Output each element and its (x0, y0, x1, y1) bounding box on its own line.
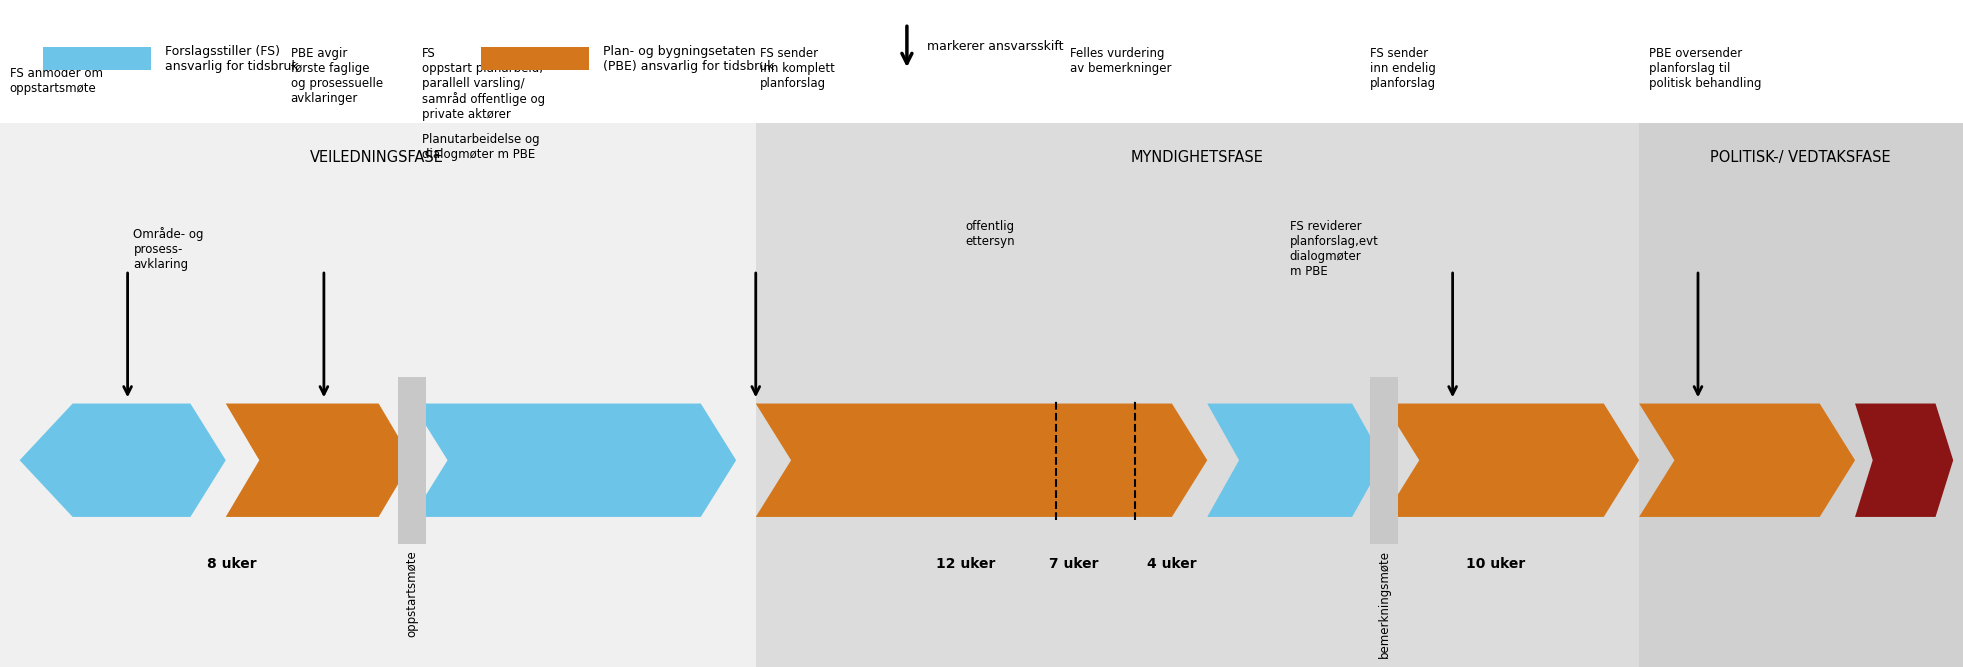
Text: 8 uker: 8 uker (206, 557, 257, 571)
Text: Plan- og bygningsetaten
(PBE) ansvarlig for tidsbruk: Plan- og bygningsetaten (PBE) ansvarlig … (603, 45, 773, 73)
Polygon shape (1855, 404, 1953, 517)
Text: 7 uker: 7 uker (1048, 557, 1099, 571)
Bar (0, 123, 756, 667)
Bar (43, 47, 151, 70)
Text: Felles vurdering
av bemerkninger: Felles vurdering av bemerkninger (1070, 47, 1172, 75)
Text: FS
oppstart planarbeid,
parallell varsling/
samråd offentlige og
private aktører: FS oppstart planarbeid, parallell varsli… (422, 47, 546, 121)
Polygon shape (412, 404, 736, 517)
Text: FS reviderer
planforslag,evt
dialogmøter
m PBE: FS reviderer planforslag,evt dialogmøter… (1290, 220, 1378, 278)
Polygon shape (1384, 404, 1639, 517)
Text: oppstartsmøte: oppstartsmøte (406, 550, 418, 637)
Bar (0, 123, 756, 667)
Text: 4 uker: 4 uker (1146, 557, 1197, 571)
Polygon shape (1639, 404, 1855, 517)
Text: MYNDIGHETSFASE: MYNDIGHETSFASE (1131, 150, 1264, 165)
Text: bemerkningsmøte: bemerkningsmøte (1378, 550, 1390, 658)
Polygon shape (1207, 404, 1384, 517)
Polygon shape (756, 404, 1207, 517)
Text: 10 uker: 10 uker (1466, 557, 1525, 571)
Bar (756, 123, 1639, 667)
Text: FS sender
inn endelig
planforslag: FS sender inn endelig planforslag (1370, 47, 1437, 89)
Text: Område- og
prosess-
avklaring: Område- og prosess- avklaring (133, 227, 204, 271)
Bar (0, 0, 1963, 123)
Text: markerer ansvarsskift: markerer ansvarsskift (927, 40, 1064, 53)
Bar (1370, 377, 1398, 544)
Text: PBE avgir
første faglige
og prosessuelle
avklaringer: PBE avgir første faglige og prosessuelle… (291, 47, 383, 105)
Text: VEILEDNINGSFASE: VEILEDNINGSFASE (310, 150, 444, 165)
Text: FS anmoder om
oppstartsmøte: FS anmoder om oppstartsmøte (10, 67, 102, 95)
Text: PBE oversender
planforslag til
politisk behandling: PBE oversender planforslag til politisk … (1649, 47, 1761, 89)
Text: Planutarbeidelse og
dialogmøter m PBE: Planutarbeidelse og dialogmøter m PBE (422, 133, 540, 161)
Bar (481, 47, 589, 70)
Text: POLITISK-/ VEDTAKSFASE: POLITISK-/ VEDTAKSFASE (1710, 150, 1890, 165)
Text: offentlig
ettersyn: offentlig ettersyn (966, 220, 1015, 248)
Polygon shape (226, 404, 412, 517)
Text: 12 uker: 12 uker (936, 557, 995, 571)
Bar (398, 377, 426, 544)
Polygon shape (20, 404, 226, 517)
Text: FS sender
inn komplett
planforslag: FS sender inn komplett planforslag (760, 47, 834, 89)
Bar (1639, 123, 1963, 667)
Text: Forslagsstiller (FS)
ansvarlig for tidsbruk: Forslagsstiller (FS) ansvarlig for tidsb… (165, 45, 298, 73)
